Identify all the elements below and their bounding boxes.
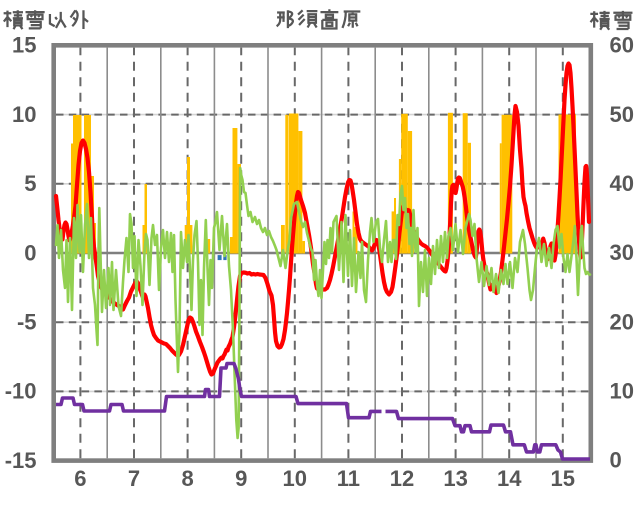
svg-text:6: 6 xyxy=(74,466,86,491)
svg-text:-15: -15 xyxy=(5,448,37,473)
svg-text:13: 13 xyxy=(443,466,467,491)
svg-text:20: 20 xyxy=(610,309,634,334)
svg-text:15: 15 xyxy=(12,33,36,58)
svg-text:0: 0 xyxy=(24,240,36,265)
svg-text:-10: -10 xyxy=(5,379,37,404)
svg-text:-5: -5 xyxy=(17,310,37,335)
svg-text:10: 10 xyxy=(283,466,307,491)
svg-text:14: 14 xyxy=(497,466,522,491)
svg-text:7: 7 xyxy=(128,466,140,491)
svg-text:5: 5 xyxy=(24,171,36,196)
svg-text:60: 60 xyxy=(610,33,634,58)
svg-text:15: 15 xyxy=(551,466,575,491)
svg-text:30: 30 xyxy=(610,240,634,265)
svg-text:10: 10 xyxy=(12,102,36,127)
svg-text:10: 10 xyxy=(610,379,634,404)
svg-text:8: 8 xyxy=(181,466,193,491)
svg-text:40: 40 xyxy=(610,171,634,196)
svg-text:9: 9 xyxy=(235,466,247,491)
svg-text:50: 50 xyxy=(610,102,634,127)
svg-text:12: 12 xyxy=(390,466,414,491)
svg-text:11: 11 xyxy=(337,466,360,491)
svg-text:0: 0 xyxy=(610,448,622,473)
